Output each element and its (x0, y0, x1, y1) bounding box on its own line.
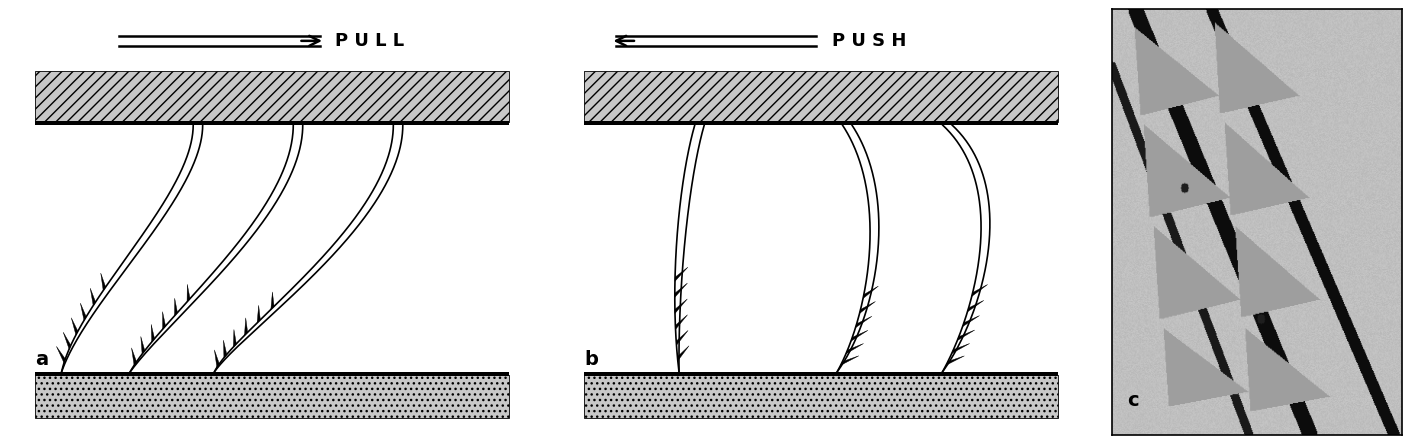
Polygon shape (258, 305, 261, 323)
Polygon shape (677, 346, 690, 361)
Bar (35, 376, 510, 418)
Polygon shape (675, 315, 688, 329)
Polygon shape (71, 318, 78, 335)
Bar (585, 71, 1058, 122)
Polygon shape (675, 283, 687, 297)
Polygon shape (152, 325, 154, 342)
Polygon shape (64, 332, 71, 349)
Polygon shape (845, 344, 864, 354)
Polygon shape (946, 356, 964, 365)
Text: P U L L: P U L L (336, 32, 405, 50)
Bar (35, 71, 510, 122)
Bar (585, 372, 1058, 377)
Polygon shape (234, 329, 236, 347)
Polygon shape (860, 301, 875, 313)
Polygon shape (174, 298, 177, 316)
Polygon shape (81, 303, 86, 321)
Polygon shape (132, 348, 136, 365)
Polygon shape (675, 299, 687, 313)
Text: c: c (1127, 391, 1138, 409)
Polygon shape (952, 344, 970, 353)
Polygon shape (675, 267, 688, 281)
Polygon shape (101, 273, 106, 290)
Polygon shape (224, 340, 227, 358)
Polygon shape (971, 285, 987, 297)
Text: P U S H: P U S H (831, 32, 906, 50)
Polygon shape (214, 350, 219, 367)
Text: a: a (35, 350, 48, 369)
Polygon shape (245, 318, 248, 335)
Polygon shape (855, 316, 872, 328)
Polygon shape (140, 337, 144, 354)
Polygon shape (270, 292, 275, 309)
Polygon shape (862, 286, 878, 298)
Polygon shape (91, 288, 95, 305)
Polygon shape (957, 330, 974, 341)
Polygon shape (163, 312, 166, 329)
Polygon shape (851, 330, 868, 341)
Polygon shape (677, 330, 688, 345)
Text: b: b (585, 350, 598, 369)
Bar (585, 121, 1058, 125)
Polygon shape (187, 284, 190, 302)
Polygon shape (57, 346, 65, 363)
Polygon shape (963, 316, 980, 327)
Polygon shape (967, 301, 984, 312)
Polygon shape (841, 356, 860, 365)
Bar (35, 121, 510, 125)
Bar (35, 372, 510, 377)
Bar (585, 376, 1058, 418)
